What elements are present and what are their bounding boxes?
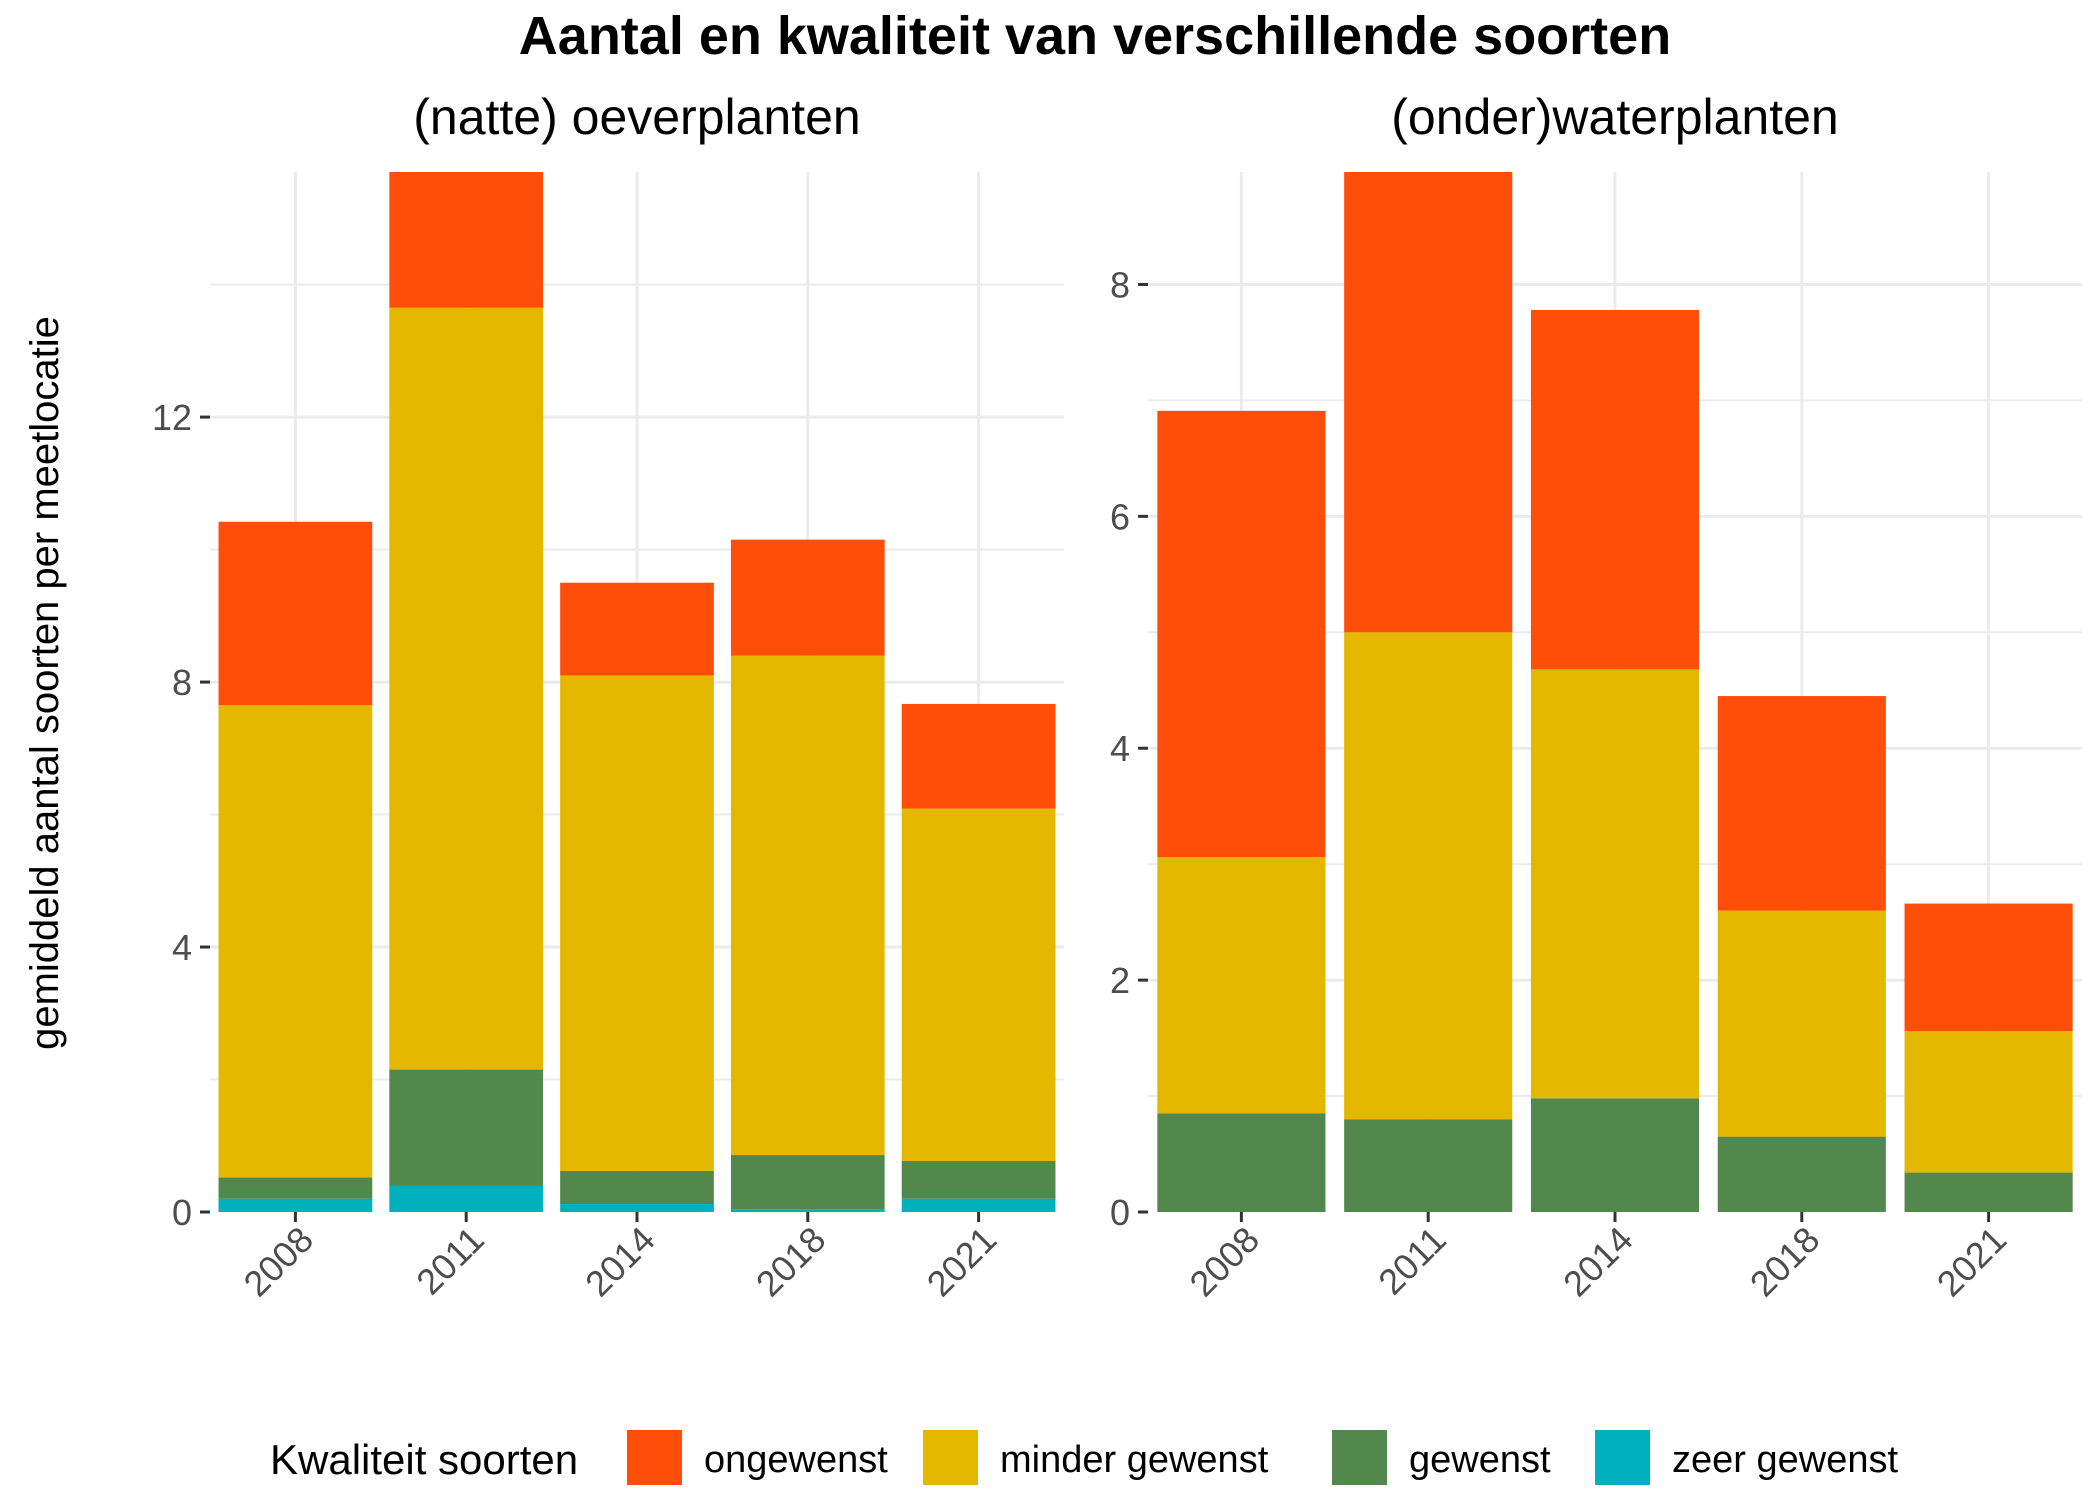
legend-key bbox=[1595, 1430, 1650, 1485]
bar-stack-2014 bbox=[560, 582, 714, 1212]
legend-label: minder gewenst bbox=[1000, 1439, 1269, 1481]
bar-stack-2011 bbox=[389, 172, 544, 1212]
bar-segment-zeer-gewenst bbox=[730, 1209, 885, 1212]
bar-segment-ongewenst bbox=[1344, 172, 1513, 633]
y-tick-label: 12 bbox=[152, 397, 192, 438]
bar-segment-gewenst bbox=[389, 1069, 544, 1186]
y-tick-label: 4 bbox=[1110, 728, 1130, 769]
y-axis-title: gemiddeld aantal soorten per meetlocatie bbox=[23, 316, 67, 1050]
legend-item-ongewenst: ongewenst bbox=[627, 1430, 888, 1485]
x-tick-label: 2021 bbox=[1929, 1219, 2015, 1305]
panel-2: (onder)waterplanten 0 2 4 6 8 2008 2011 2014 2018… bbox=[1110, 89, 2082, 1304]
bar-stack-2021 bbox=[901, 703, 1056, 1212]
legend-item-zeer-gewenst: zeer gewenst bbox=[1595, 1430, 1898, 1485]
legend-key bbox=[1332, 1430, 1387, 1485]
bar-segment-minder-gewenst bbox=[730, 655, 885, 1156]
y-tick-label: 0 bbox=[172, 1192, 192, 1233]
bar-segment-gewenst bbox=[1904, 1172, 2073, 1212]
x-tick-label: 2021 bbox=[919, 1219, 1005, 1305]
bar-stack-2014 bbox=[1530, 309, 1700, 1212]
bar-segment-gewenst bbox=[1717, 1136, 1886, 1212]
bar-segment-minder-gewenst bbox=[1344, 632, 1513, 1120]
panel-title: (onder)waterplanten bbox=[1391, 89, 1839, 145]
legend-item-gewenst: gewenst bbox=[1332, 1430, 1551, 1485]
bar-segment-ongewenst bbox=[730, 539, 885, 656]
bar-segment-ongewenst bbox=[560, 582, 714, 676]
bar-segment-zeer-gewenst bbox=[389, 1185, 544, 1212]
bar-segment-gewenst bbox=[1157, 1113, 1326, 1212]
legend: Kwaliteit soorten ongewenst minder gewens… bbox=[270, 1430, 1898, 1485]
bar-segment-minder-gewenst bbox=[1717, 910, 1886, 1137]
x-tick-label: 2008 bbox=[1181, 1219, 1267, 1305]
x-tick-label: 2018 bbox=[1742, 1219, 1828, 1305]
bar-segment-minder-gewenst bbox=[1530, 669, 1700, 1099]
bar-segment-ongewenst bbox=[389, 172, 544, 308]
legend-item-minder-gewenst: minder gewenst bbox=[923, 1430, 1269, 1485]
y-tick-label: 2 bbox=[1110, 960, 1130, 1001]
legend-key bbox=[923, 1430, 978, 1485]
bar-segment-zeer-gewenst bbox=[560, 1204, 714, 1212]
bar-segment-gewenst bbox=[1344, 1119, 1513, 1212]
bar-stack-2008 bbox=[1157, 410, 1326, 1212]
bar-segment-ongewenst bbox=[901, 703, 1056, 809]
bar-segment-gewenst bbox=[730, 1155, 885, 1210]
legend-key bbox=[627, 1430, 682, 1485]
legend-label: zeer gewenst bbox=[1672, 1439, 1898, 1481]
x-tick-label: 2014 bbox=[1555, 1219, 1641, 1305]
legend-label: gewenst bbox=[1409, 1439, 1551, 1481]
panel-title: (natte) oeverplanten bbox=[413, 89, 861, 145]
bar-segment-ongewenst bbox=[1717, 696, 1886, 911]
bar-segment-minder-gewenst bbox=[901, 808, 1056, 1161]
bar-segment-gewenst bbox=[901, 1160, 1056, 1199]
x-tick-label: 2011 bbox=[1370, 1219, 1454, 1303]
panels: (natte) oeverplanten 0 4 8 12 2008 2011 2014 201… bbox=[152, 89, 2082, 1304]
bar-segment-gewenst bbox=[1530, 1098, 1700, 1212]
bar-segment-zeer-gewenst bbox=[901, 1198, 1056, 1212]
x-tick-label: 2011 bbox=[408, 1219, 492, 1303]
bar-segment-minder-gewenst bbox=[389, 307, 544, 1070]
x-tick-label: 2008 bbox=[235, 1219, 321, 1305]
bar-segment-minder-gewenst bbox=[1157, 857, 1326, 1114]
bar-segment-ongewenst bbox=[1904, 903, 2073, 1032]
y-tick-label: 0 bbox=[1110, 1192, 1130, 1233]
y-tick-label: 6 bbox=[1110, 496, 1130, 537]
bar-segment-ongewenst bbox=[1157, 410, 1326, 858]
x-tick-label: 2014 bbox=[577, 1219, 663, 1305]
x-tick-label: 2018 bbox=[748, 1219, 834, 1305]
bar-stack-2018 bbox=[730, 539, 885, 1212]
bar-stack-2011 bbox=[1344, 172, 1513, 1212]
legend-title: Kwaliteit soorten bbox=[270, 1436, 578, 1483]
bar-segment-ongewenst bbox=[1530, 309, 1700, 670]
legend-label: ongewenst bbox=[704, 1439, 888, 1481]
bar-segment-gewenst bbox=[560, 1170, 714, 1205]
bar-segment-ongewenst bbox=[218, 521, 373, 706]
y-tick-label: 8 bbox=[1110, 264, 1130, 305]
bar-stack-2021 bbox=[1904, 903, 2073, 1212]
bar-segment-minder-gewenst bbox=[218, 705, 373, 1178]
panel-1: (natte) oeverplanten 0 4 8 12 2008 2011 2014 201… bbox=[152, 89, 1064, 1304]
y-tick-label: 8 bbox=[172, 662, 192, 703]
bar-segment-minder-gewenst bbox=[1904, 1031, 2073, 1173]
bar-stack-2018 bbox=[1717, 696, 1886, 1212]
bar-segment-gewenst bbox=[218, 1177, 373, 1199]
chart-title: Aantal en kwaliteit van verschillende so… bbox=[519, 6, 1671, 66]
bar-segment-zeer-gewenst bbox=[218, 1198, 373, 1212]
y-tick-label: 4 bbox=[172, 927, 192, 968]
bar-segment-minder-gewenst bbox=[560, 675, 714, 1171]
bar-stack-2008 bbox=[218, 521, 373, 1212]
